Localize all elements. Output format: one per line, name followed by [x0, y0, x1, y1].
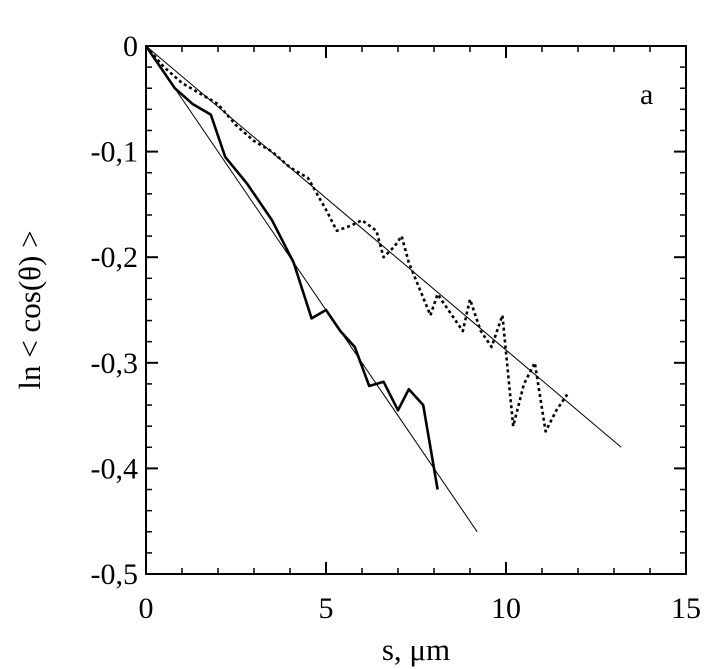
series-line-3-thin-fit — [145, 45, 478, 533]
x-tick-label: 10 — [491, 592, 521, 625]
series-line-1-solid-thick — [144, 45, 439, 490]
series-line-2-dotted — [145, 45, 569, 433]
y-tick-label: -0,3 — [91, 347, 139, 380]
y-tick-label: 0 — [123, 30, 138, 63]
series-group — [144, 45, 622, 533]
y-tick-label: -0,5 — [91, 558, 139, 591]
y-tick-label: -0,2 — [91, 241, 139, 274]
y-tick-label: -0,4 — [91, 452, 139, 485]
panel-label: a — [640, 78, 653, 111]
x-axis-label: s, μm — [382, 632, 450, 667]
x-tick-label: 0 — [139, 592, 154, 625]
y-axis-label: ln < cos(θ) > — [12, 230, 47, 389]
y-tick-label: -0,1 — [91, 136, 139, 169]
plot-frame — [145, 45, 687, 575]
tick-labels: 0 5 10 15 0 -0,1 -0,2 -0,3 -0,4 -0,5 — [91, 30, 702, 625]
x-tick-label: 15 — [671, 592, 701, 625]
tick-marks — [145, 45, 687, 575]
series-line-4-thin-fit — [145, 45, 622, 448]
x-tick-label: 5 — [319, 592, 334, 625]
